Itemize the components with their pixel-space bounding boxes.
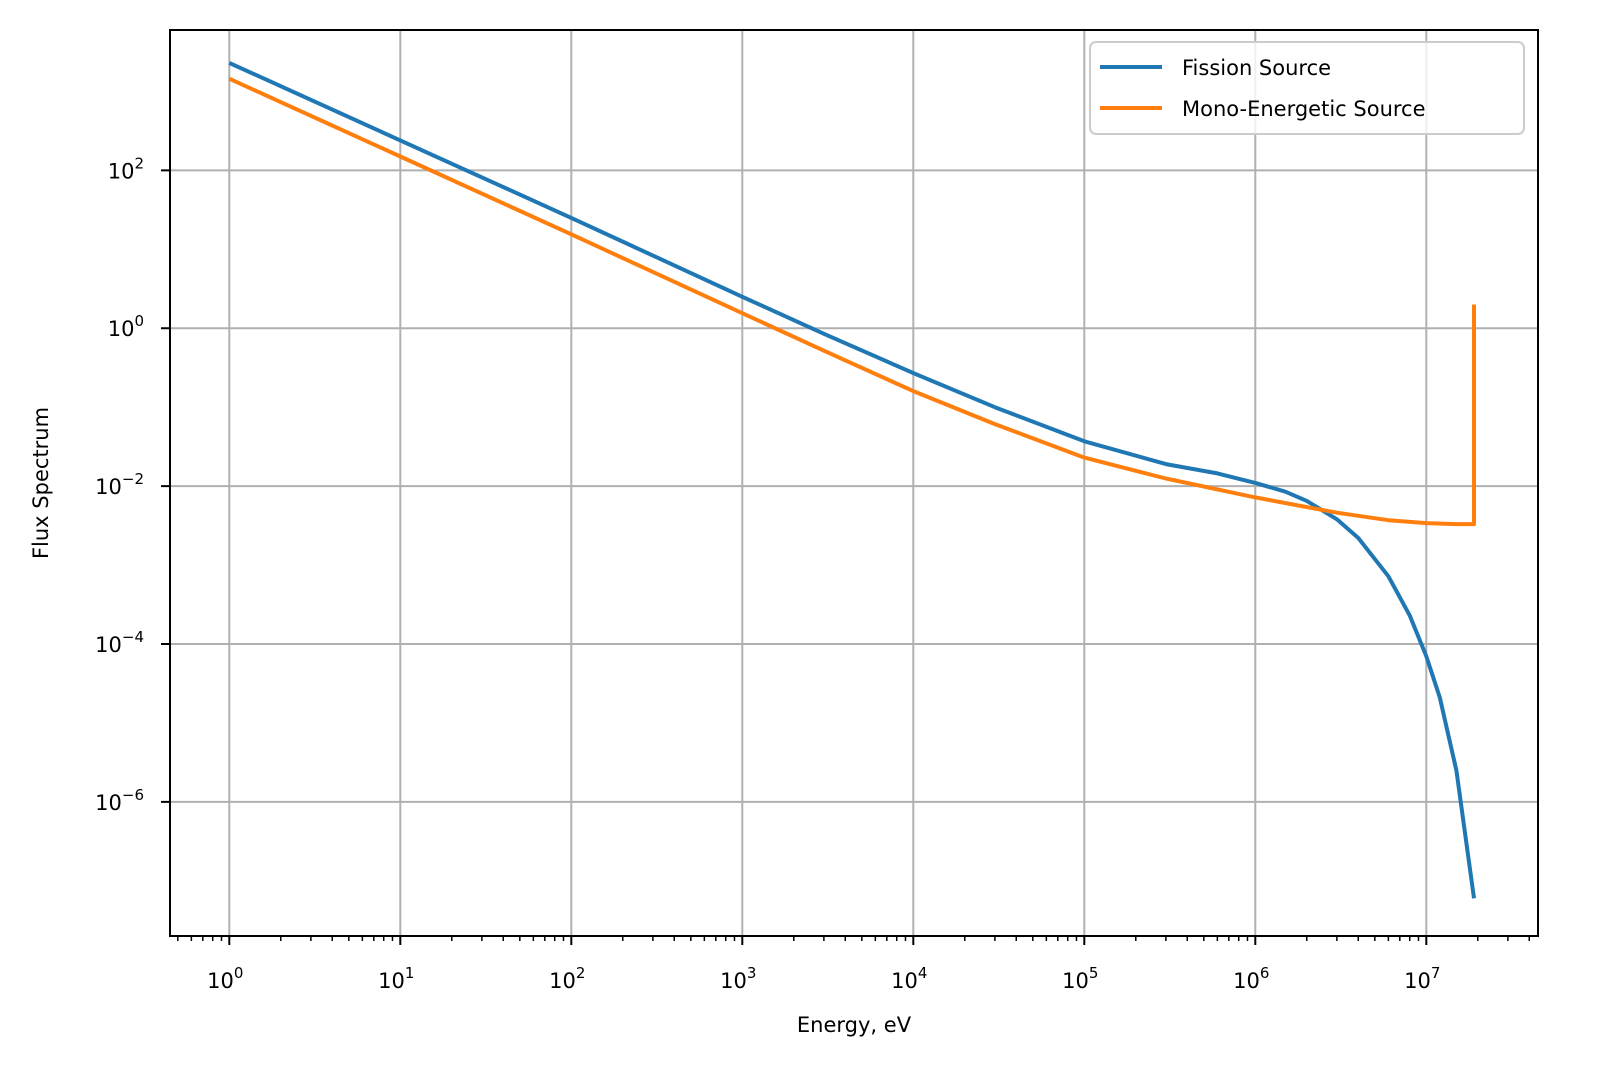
grid [170, 30, 1538, 936]
x-tick-label: 106 [1233, 964, 1269, 993]
y-axis-ticks: 102 100 10−2 10−4 10−6 [95, 154, 170, 815]
plot-frame [169, 29, 1539, 937]
x-tick-label: 101 [378, 964, 414, 993]
y-tick-label: 100 [108, 312, 144, 341]
x-tick-label: 103 [720, 964, 756, 993]
plot-background [170, 30, 1538, 936]
y-tick-label: 10−6 [95, 786, 144, 815]
y-tick-label: 10−2 [95, 470, 144, 499]
legend-label-mono-energetic: Mono-Energetic Source [1182, 97, 1426, 121]
x-tick-label: 102 [549, 964, 585, 993]
legend-label-fission: Fission Source [1182, 56, 1331, 80]
y-tick-label: 102 [108, 154, 144, 183]
series-line-mono-energetic-source [228, 76, 1476, 527]
x-axis-ticks: 100 101 102 103 104 105 106 107 [207, 936, 1440, 993]
legend-box [1089, 41, 1525, 135]
y-tick-label: 10−4 [95, 628, 144, 657]
legend: Fission Source Mono-Energetic Source [1089, 41, 1525, 135]
y-axis-label: Flux Spectrum [29, 407, 53, 559]
x-tick-label: 100 [207, 964, 243, 993]
series-lines [228, 61, 1476, 899]
x-tick-label: 105 [1062, 964, 1098, 993]
series-line-fission-source [228, 61, 1476, 899]
x-tick-label: 104 [891, 964, 927, 993]
x-tick-label: 107 [1404, 964, 1440, 993]
x-axis-label: Energy, eV [797, 1013, 912, 1037]
